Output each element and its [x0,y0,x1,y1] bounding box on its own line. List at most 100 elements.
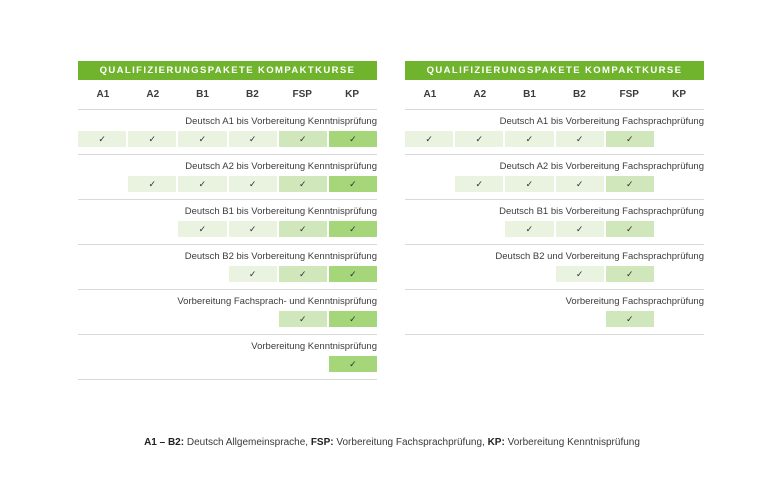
table-title: QUALIFIZIERUNGSPAKETE KOMPAKTKURSE [78,61,377,80]
check-icon: ✓ [98,133,106,144]
check-cell-row: ✓ ✓ [405,266,704,282]
column-header-a1: A1 [96,89,110,100]
checked-cell-b2: ✓ [228,221,277,237]
legend-value: Vorbereitung Fachsprachprüfung, [333,437,488,448]
column-header-b2: B2 [246,89,259,100]
empty-cell-b1 [505,311,553,327]
checked-cell-fsp: ✓ [278,176,327,192]
empty-cell-b1 [178,266,226,282]
check-icon: ✓ [299,133,307,144]
check-icon: ✓ [349,358,357,369]
check-icon: ✓ [575,178,584,189]
column-header-a2: A2 [146,89,160,100]
row-label: Vorbereitung Fachsprachprüfung [565,296,704,307]
check-cell-row: ✓ ✓ ✓ ✓ [405,176,704,192]
row-label: Deutsch B1 bis Vorbereitung Kenntnisprüf… [184,206,377,217]
check-icon: ✓ [349,313,357,324]
empty-cell-a2 [128,311,176,327]
checked-cell-b1: ✓ [178,221,227,237]
table-row: Deutsch B1 bis Vorbereitung Fachsprachpr… [405,200,704,245]
empty-cell-a1 [78,311,126,327]
empty-cell-b2 [229,311,277,327]
check-cell-row: ✓ ✓ ✓ [405,221,704,237]
checked-cell-a2: ✓ [455,131,504,147]
empty-cell-a1 [78,221,126,237]
checked-cell-b1: ✓ [505,176,554,192]
empty-cell-a1 [405,311,453,327]
legend-value: Deutsch Allgemeinsprache, [184,437,311,448]
empty-cell-a1 [78,356,126,372]
table-row: Deutsch B1 bis Vorbereitung Kenntnisprüf… [78,200,378,245]
check-icon: ✓ [475,133,484,144]
empty-cell-a2 [455,266,503,282]
row-label: Deutsch A1 bis Vorbereitung Kenntnisprüf… [185,116,377,127]
table-row: Deutsch B2 und Vorbereitung Fachsprachpr… [405,245,704,290]
empty-cell-b2 [556,311,604,327]
checked-cell-kp: ✓ [328,221,378,237]
empty-cell-b1 [178,356,226,372]
row-label: Deutsch B2 und Vorbereitung Fachsprachpr… [495,251,704,262]
checked-cell-a2: ✓ [455,176,504,192]
checked-cell-kp: ✓ [328,266,378,282]
empty-cell-kp [656,266,704,282]
empty-cell-kp [656,131,704,147]
row-label: Deutsch A2 bis Vorbereitung Kenntnisprüf… [185,161,377,172]
checked-cell-fsp: ✓ [605,131,654,147]
table-row: Deutsch A1 bis Vorbereitung Kenntnisprüf… [78,110,378,155]
column-header-b1: B1 [523,89,536,100]
checked-cell-fsp: ✓ [605,266,654,282]
checked-cell-fsp: ✓ [278,311,327,327]
check-cell-row: ✓ ✓ ✓ ✓ [78,221,378,237]
qualification-table-compact-courses-fsp: QUALIFIZIERUNGSPAKETE KOMPAKTKURSE A1 A2 B1… [405,61,704,335]
check-icon: ✓ [299,178,307,189]
checked-cell-a2: ✓ [128,176,177,192]
table-row: Vorbereitung Kenntnisprüfung ✓ [78,335,378,380]
check-cell-row: ✓ ✓ [78,311,378,327]
checked-cell-fsp: ✓ [278,131,327,147]
column-header-row: A1 A2 B1 B2 FSP KP [78,80,377,110]
check-cell-row: ✓ ✓ ✓ ✓ ✓ [78,176,378,192]
check-icon: ✓ [248,223,257,234]
empty-cell-b1 [505,266,553,282]
empty-cell-a2 [128,221,176,237]
checked-cell-b2: ✓ [228,176,277,192]
check-icon: ✓ [148,133,157,144]
check-icon: ✓ [248,133,257,144]
checked-cell-kp: ✓ [328,131,378,147]
check-icon: ✓ [248,268,257,279]
empty-cell-a1 [405,176,453,192]
check-icon: ✓ [626,268,634,279]
column-header-fsp: FSP [292,89,312,100]
check-icon: ✓ [575,133,584,144]
checked-cell-b2: ✓ [228,131,277,147]
table-row: Vorbereitung Fachsprachprüfung ✓ [405,290,704,335]
check-icon: ✓ [575,268,584,279]
row-label: Vorbereitung Fachsprach- und Kenntnisprü… [177,296,377,307]
checked-cell-b1: ✓ [178,131,227,147]
empty-cell-kp [656,311,704,327]
check-cell-row: ✓ ✓ ✓ ✓ ✓ ✓ [78,131,378,147]
table-row: Deutsch B2 bis Vorbereitung Kenntnisprüf… [78,245,378,290]
check-icon: ✓ [525,178,534,189]
check-icon: ✓ [349,223,357,234]
empty-cell-a2 [455,221,503,237]
empty-cell-a2 [128,356,176,372]
check-icon: ✓ [525,133,534,144]
check-icon: ✓ [626,133,634,144]
check-icon: ✓ [575,223,584,234]
check-icon: ✓ [148,178,157,189]
checked-cell-b2: ✓ [555,221,604,237]
legend-key: FSP: [310,437,334,448]
check-cell-row: ✓ ✓ ✓ ✓ ✓ [405,131,704,147]
empty-cell-fsp [279,356,327,372]
checked-cell-kp: ✓ [328,176,378,192]
row-label: Deutsch B1 bis Vorbereitung Fachsprachpr… [499,206,704,217]
table-row: Vorbereitung Fachsprach- und Kenntnisprü… [78,290,378,335]
check-icon: ✓ [475,178,484,189]
checked-cell-b2: ✓ [555,266,604,282]
empty-cell-a1 [78,266,126,282]
checked-cell-b1: ✓ [505,221,554,237]
table-title: QUALIFIZIERUNGSPAKETE KOMPAKTKURSE [405,61,704,80]
check-cell-row: ✓ [78,356,378,372]
